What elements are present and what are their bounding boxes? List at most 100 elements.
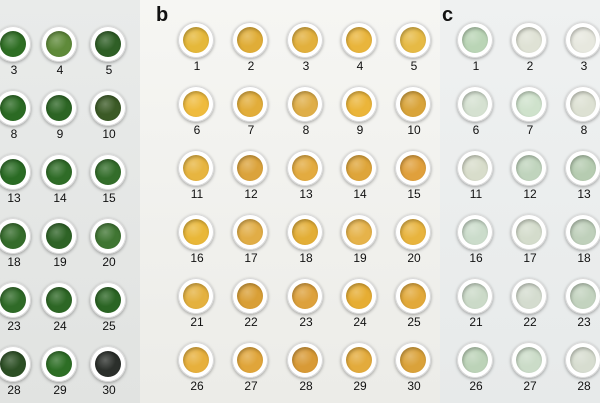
sample-b-9: 9: [338, 86, 382, 142]
powder-sample: [462, 155, 488, 181]
powder-sample: [346, 91, 372, 117]
sample-number: 9: [356, 123, 364, 137]
sample-number: 2: [526, 59, 534, 73]
powder-sample: [292, 91, 318, 117]
sample-dish: [565, 22, 600, 58]
sample-b-5: 5: [392, 22, 436, 78]
powder-sample: [183, 91, 209, 117]
sample-dish: [41, 154, 77, 190]
sample-number: 4: [56, 63, 64, 77]
sample-number: 15: [102, 191, 116, 205]
sample-c-7: 7: [508, 86, 552, 142]
powder-sample: [46, 223, 72, 249]
panel-label-b: b: [156, 4, 169, 26]
sample-b-23: 23: [284, 278, 328, 334]
sample-dish: [41, 218, 77, 254]
sample-number: 19: [53, 255, 67, 269]
powder-sample: [183, 27, 209, 53]
powder-sample: [462, 27, 488, 53]
sample-dish: [395, 86, 431, 122]
powder-sample: [516, 219, 542, 245]
sample-number: 3: [10, 63, 18, 77]
sample-number: 23: [7, 319, 21, 333]
sample-number: 17: [244, 251, 258, 265]
panel-a: 3 4 5 8 9 10 13 14 15 18 19 20 23 24 25 28 29 30: [0, 0, 140, 403]
sample-number: 12: [523, 187, 537, 201]
sample-dish: [457, 22, 493, 58]
powder-sample: [400, 91, 426, 117]
sample-number: 11: [190, 187, 204, 201]
powder-sample: [95, 159, 121, 185]
powder-sample: [95, 223, 121, 249]
powder-sample: [95, 95, 121, 121]
powder-sample: [237, 155, 263, 181]
sample-number: 28: [7, 383, 21, 397]
sample-number: 19: [353, 251, 367, 265]
sample-dish: [232, 22, 268, 58]
powder-sample: [346, 283, 372, 309]
sample-b-26: 26: [175, 342, 219, 398]
sample-dish: [0, 26, 31, 62]
sample-c-26: 26: [454, 342, 498, 398]
sample-a-28: 28: [0, 346, 36, 402]
sample-b-3: 3: [284, 22, 328, 78]
powder-sample: [400, 347, 426, 373]
sample-dish: [90, 282, 126, 318]
sample-number: 26: [469, 379, 483, 393]
sample-c-22: 22: [508, 278, 552, 334]
powder-sample: [346, 219, 372, 245]
sample-dish: [457, 150, 493, 186]
sample-dish: [90, 26, 126, 62]
sample-number: 28: [577, 379, 591, 393]
powder-sample: [516, 27, 542, 53]
sample-c-1: 1: [454, 22, 498, 78]
sample-b-15: 15: [392, 150, 436, 206]
powder-sample: [237, 219, 263, 245]
sample-a-4: 4: [38, 26, 82, 82]
sample-dish: [0, 218, 31, 254]
powder-sample: [292, 283, 318, 309]
sample-dish: [395, 150, 431, 186]
sample-number: 8: [10, 127, 18, 141]
sample-dish: [178, 214, 214, 250]
sample-dish: [0, 346, 31, 382]
sample-b-12: 12: [229, 150, 273, 206]
powder-sample: [516, 91, 542, 117]
sample-dish: [565, 150, 600, 186]
sample-dish: [287, 86, 323, 122]
sample-number: 13: [7, 191, 21, 205]
sample-a-18: 18: [0, 218, 36, 274]
sample-a-24: 24: [38, 282, 82, 338]
sample-number: 13: [577, 187, 591, 201]
sample-number: 9: [56, 127, 64, 141]
sample-dish: [457, 342, 493, 378]
powder-sample: [570, 347, 596, 373]
sample-number: 6: [472, 123, 480, 137]
sample-dish: [341, 22, 377, 58]
sample-number: 8: [580, 123, 588, 137]
powder-sample: [400, 155, 426, 181]
sample-dish: [395, 22, 431, 58]
sample-c-16: 16: [454, 214, 498, 270]
powder-sample: [0, 159, 26, 185]
sample-number: 23: [577, 315, 591, 329]
powder-sample: [516, 155, 542, 181]
sample-dish: [178, 342, 214, 378]
sample-c-12: 12: [508, 150, 552, 206]
powder-sample: [570, 283, 596, 309]
sample-c-21: 21: [454, 278, 498, 334]
sample-b-17: 17: [229, 214, 273, 270]
sample-number: 4: [356, 59, 364, 73]
sample-number: 25: [407, 315, 421, 329]
sample-dish: [232, 342, 268, 378]
sample-c-2: 2: [508, 22, 552, 78]
sample-number: 20: [407, 251, 421, 265]
powder-sample: [237, 283, 263, 309]
powder-sample: [462, 91, 488, 117]
sample-dish: [41, 282, 77, 318]
sample-number: 18: [577, 251, 591, 265]
sample-dish: [232, 150, 268, 186]
powder-sample: [0, 31, 26, 57]
sample-b-22: 22: [229, 278, 273, 334]
sample-number: 7: [247, 123, 255, 137]
